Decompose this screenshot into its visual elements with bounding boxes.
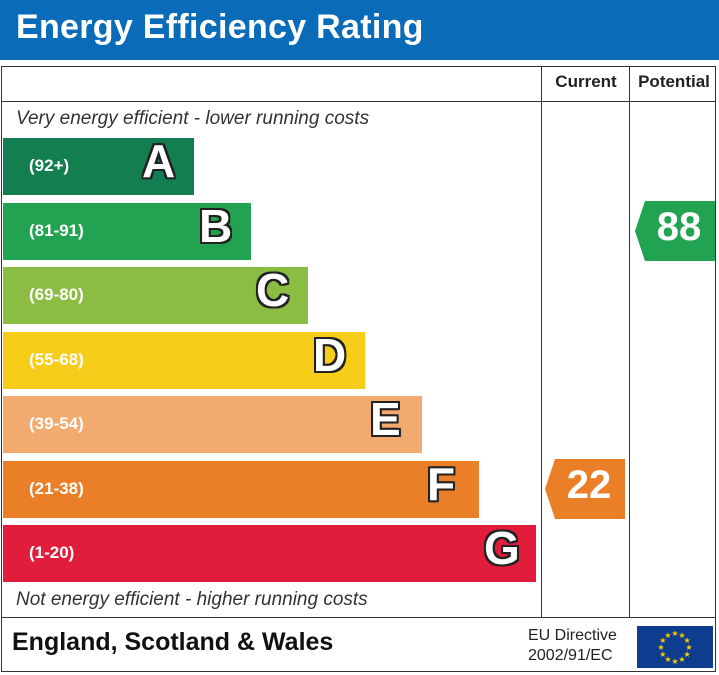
band-range-label: (55-68) [29, 349, 84, 369]
divider-current-left [541, 66, 542, 618]
flag-star-icon: ★ [659, 650, 666, 659]
band-letter-label: E [370, 393, 401, 445]
band-letter-label: C [256, 264, 290, 316]
band-letter-label: B [199, 199, 233, 252]
flag-star-icon: ★ [678, 655, 685, 664]
band-g: (1-20) G [3, 522, 536, 582]
header-divider [1, 101, 716, 102]
rating-table-frame [1, 66, 716, 672]
footer-country: England, Scotland & Wales [12, 628, 334, 656]
page-title: Energy Efficiency Rating [16, 8, 424, 46]
column-header-potential: Potential [638, 72, 710, 91]
band-range-label: (39-54) [29, 414, 84, 433]
current-rating-arrow: 22 [545, 458, 625, 519]
potential-arrow-shape [635, 200, 715, 261]
potential-rating-arrow: 88 [635, 200, 715, 261]
flag-star-icon: ★ [685, 643, 692, 652]
band-letter-label: F [427, 457, 456, 510]
band-d: (55-68) D [3, 329, 365, 389]
flag-star-icon: ★ [671, 629, 678, 638]
band-a: (92+) A [3, 135, 194, 195]
band-b: (81-91) B [3, 200, 251, 260]
potential-rating-value: 88 [656, 204, 702, 249]
current-rating-value: 22 [566, 462, 612, 507]
caption-top: Very energy efficient - lower running co… [16, 108, 370, 129]
band-letter-label: D [313, 328, 347, 381]
band-range-label: (21-38) [29, 478, 84, 498]
flag-star-icon: ★ [671, 657, 678, 666]
eu-directive-line1: EU Directive [528, 627, 617, 644]
band-letter-label: G [484, 522, 520, 574]
band-c: (69-80) C [3, 264, 308, 324]
band-range-label: (1-20) [29, 543, 75, 562]
band-range-label: (69-80) [29, 285, 84, 304]
band-f: (21-38) F [3, 458, 479, 518]
footer-divider [1, 617, 716, 618]
eu-flag-icon: ★ ★ ★ ★ ★ ★ ★ ★ ★ ★ ★ ★ [637, 626, 713, 668]
flag-star-icon: ★ [664, 631, 671, 640]
band-range-label: (92+) [29, 156, 70, 175]
flag-star-icon: ★ [657, 643, 664, 652]
flag-star-icon: ★ [664, 655, 671, 664]
title-bar: Energy Efficiency Rating [0, 0, 719, 60]
eu-directive: EU Directive 2002/91/EC [528, 626, 617, 666]
flag-star-icon: ★ [659, 636, 666, 645]
flag-star-icon: ★ [684, 650, 691, 659]
band-letter-label: A [142, 135, 176, 187]
band-range-label: (81-91) [29, 220, 84, 240]
divider-current-right [629, 66, 630, 618]
eu-directive-line2: 2002/91/EC [528, 647, 613, 664]
column-header-current: Current [555, 72, 617, 91]
flag-star-icon: ★ [684, 636, 691, 645]
flag-star-icon: ★ [678, 631, 685, 640]
caption-bottom: Not energy efficient - higher running co… [16, 589, 368, 610]
current-arrow-shape [545, 458, 625, 519]
band-e: (39-54) E [3, 393, 422, 453]
